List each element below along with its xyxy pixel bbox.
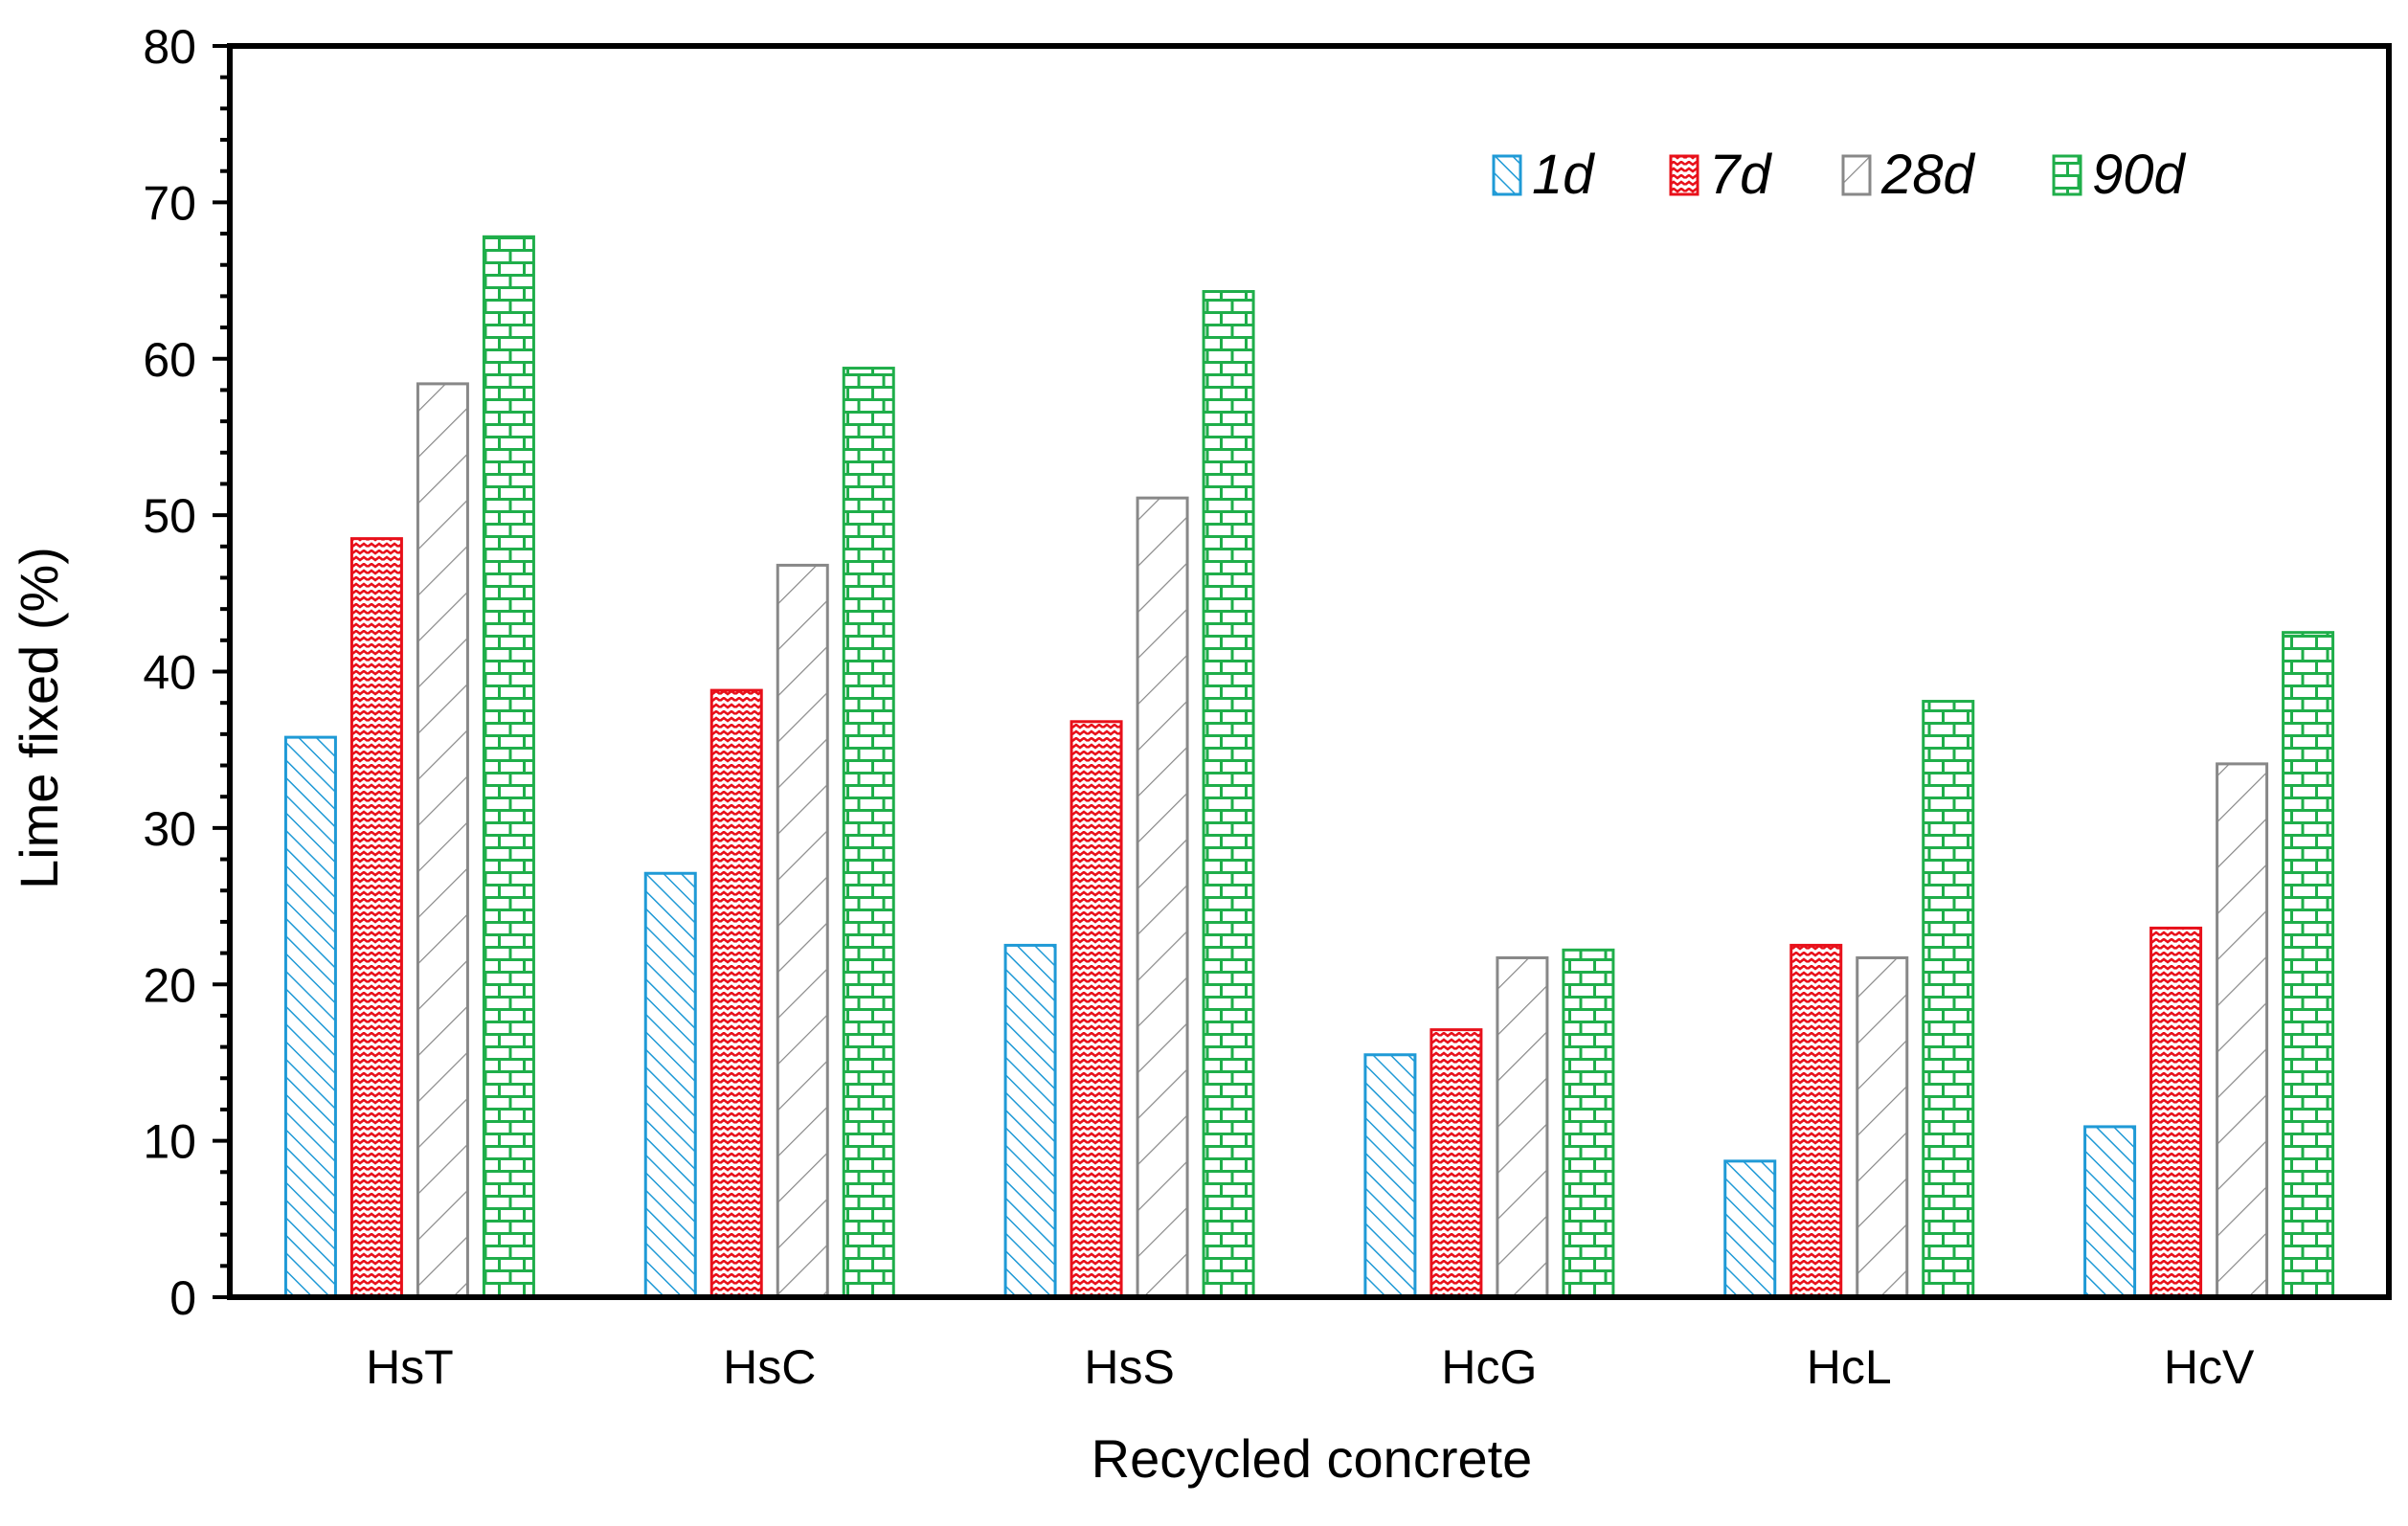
legend-item-1d: 1d <box>1492 144 1595 206</box>
bar-HsT-7d <box>349 537 403 1299</box>
y-tick-label: 80 <box>143 20 196 74</box>
bar-HcL-28d <box>1856 955 1909 1299</box>
legend-label-7d: 7d <box>1709 144 1772 206</box>
y-tick-label: 30 <box>143 802 196 856</box>
bar-HcV-28d <box>2216 762 2269 1299</box>
legend-item-90d: 90d <box>2052 144 2187 206</box>
legend-label-90d: 90d <box>2092 144 2187 206</box>
x-tick-label: HcV <box>2164 1340 2255 1394</box>
y-tick-label: 10 <box>143 1115 196 1169</box>
bar-HcV-1d <box>2083 1125 2137 1299</box>
legend-swatch-28d <box>1841 154 1872 196</box>
legend-label-28d: 28d <box>1880 144 1976 206</box>
bar-HcV-90d <box>2282 631 2335 1299</box>
bar-HsC-28d <box>776 563 829 1299</box>
x-axis-title: Recycled concrete <box>1091 1428 1533 1489</box>
bar-HsT-28d <box>416 382 469 1299</box>
y-tick-label: 70 <box>143 176 196 230</box>
bar-HcG-28d <box>1496 955 1549 1299</box>
y-axis-title: Lime fixed (%) <box>9 547 69 889</box>
y-tick-label: 60 <box>143 333 196 387</box>
bar-HcL-90d <box>1922 700 1975 1299</box>
legend-swatch-1d <box>1492 154 1522 196</box>
y-tick-label: 20 <box>143 958 196 1012</box>
bar-HsS-7d <box>1069 720 1123 1299</box>
y-tick-label: 0 <box>169 1271 196 1325</box>
x-tick-label: HcG <box>1441 1340 1537 1394</box>
legend-item-7d: 7d <box>1669 144 1772 206</box>
x-tick-label: HcL <box>1807 1340 1892 1394</box>
legend-swatch-7d <box>1669 154 1699 196</box>
bars-layer <box>283 235 2335 1299</box>
bar-HsC-7d <box>709 688 763 1299</box>
legend-swatch-90d <box>2052 154 2082 196</box>
legend: 1d 7d 28d 90d <box>1492 144 2187 206</box>
bar-HsS-1d <box>1003 943 1057 1299</box>
bar-HcV-7d <box>2149 926 2203 1299</box>
y-tick-label: 50 <box>143 489 196 543</box>
axes-layer: HsT HsC HsS HcG HcL HcV 0 10 20 30 40 50 60 70 80 <box>143 20 2392 1394</box>
bar-HcL-1d <box>1723 1159 1777 1299</box>
x-tick-label: HsS <box>1084 1340 1174 1394</box>
x-tick-label: HsT <box>366 1340 454 1394</box>
bar-HcG-7d <box>1429 1028 1483 1299</box>
bar-HsT-90d <box>482 235 535 1299</box>
legend-label-1d: 1d <box>1532 144 1595 206</box>
bar-HcG-90d <box>1562 948 1615 1299</box>
legend-item-28d: 28d <box>1841 144 1976 206</box>
bar-HsT-1d <box>283 735 337 1299</box>
bar-HsC-90d <box>842 367 895 1299</box>
bar-HcL-7d <box>1789 943 1843 1299</box>
y-tick-label: 40 <box>143 646 196 700</box>
bar-HcG-1d <box>1363 1053 1417 1299</box>
plot-frame <box>227 43 2392 1300</box>
bar-HsS-90d <box>1202 289 1255 1299</box>
bar-HsS-28d <box>1136 496 1189 1299</box>
x-tick-label: HsC <box>723 1340 816 1394</box>
bar-HsC-1d <box>643 871 697 1299</box>
